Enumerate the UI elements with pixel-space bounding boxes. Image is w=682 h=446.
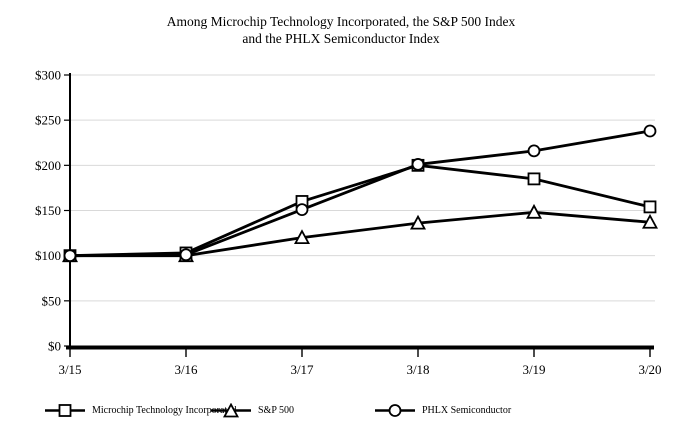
legend-item-phlx: PHLX Semiconductor [375,400,511,420]
x-tick-label: 3/16 [174,362,198,377]
y-tick-label: $0 [48,339,61,354]
legend-label-phlx: PHLX Semiconductor [422,404,512,416]
y-tick-label: $150 [35,203,61,218]
triangle-data-marker [293,229,311,245]
square-data-marker [527,172,541,186]
x-tick-label: 3/17 [290,362,314,377]
y-tick-label: $300 [35,68,61,83]
series-line-square [69,163,651,258]
x-tick-label: 3/18 [406,362,429,377]
x-tick-label: 3/15 [58,362,81,377]
legend-label-sp500: S&P 500 [258,404,295,416]
triangle-data-marker [525,203,543,219]
chart-title-line1: Among Microchip Technology Incorporated,… [166,14,516,29]
circle-data-marker [411,158,425,171]
chart-title-line2: and the PHLX Semiconductor Index [242,31,440,46]
circle-data-marker [527,144,541,158]
triangle-data-marker [641,213,659,229]
legend-item-microchip: Microchip Technology Incorporated [45,400,237,420]
triangle-data-marker [409,214,427,230]
series-line-circle [69,129,651,258]
circle-data-marker [295,203,309,216]
circle-data-marker [643,124,657,138]
circle-marker-icon [375,403,415,417]
y-tick-label: $250 [35,113,61,128]
y-tick-label: $50 [42,293,62,308]
triangle-marker-icon [211,402,251,417]
y-tick-label: $100 [35,248,61,263]
square-marker-icon [45,403,85,417]
x-tick-label: 3/19 [522,362,545,377]
legend-label-microchip: Microchip Technology Incorporated [92,404,237,416]
circle-data-marker [63,249,77,263]
square-data-marker [643,200,657,214]
chart-title: Among Microchip Technology Incorporated,… [0,13,682,47]
x-tick-label: 3/20 [638,362,661,377]
series-line-triangle [70,210,651,258]
legend-item-sp500: S&P 500 [211,400,294,420]
plot-area: $0 $50 $100 $150 $200 $250 $300 3/15 3/16 3/17 3/1… [35,68,662,378]
circle-data-marker [179,248,193,262]
y-tick-label: $200 [35,158,61,173]
